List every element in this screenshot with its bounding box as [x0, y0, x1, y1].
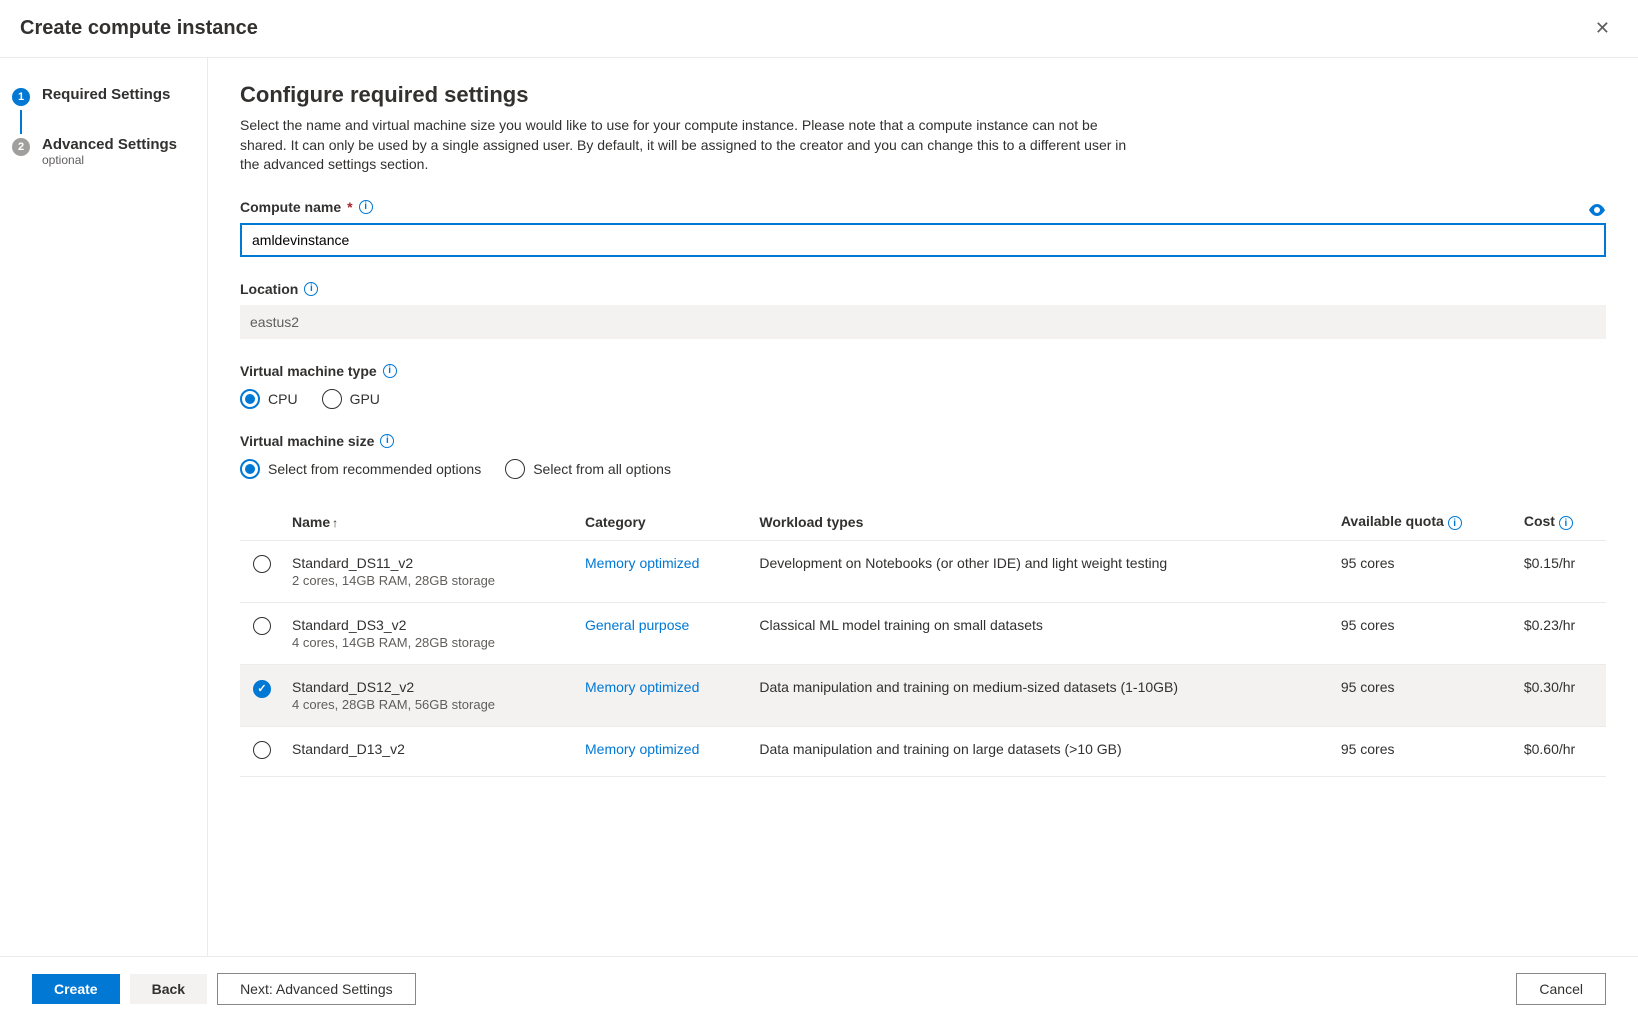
col-name[interactable]: Name↑: [284, 503, 577, 541]
cost-text: $0.30/hr: [1516, 665, 1606, 727]
vm-specs: 2 cores, 14GB RAM, 28GB storage: [292, 573, 569, 588]
workload-text: Data manipulation and training on large …: [751, 727, 1332, 777]
info-icon[interactable]: i: [304, 282, 318, 296]
dialog-header: Create compute instance ✕: [0, 0, 1638, 58]
location-input: [240, 305, 1606, 339]
required-asterisk: *: [347, 199, 352, 215]
info-icon[interactable]: i: [1448, 516, 1462, 530]
vm-size-recommended-radio[interactable]: Select from recommended options: [240, 459, 481, 479]
step-badge-2: 2: [12, 138, 30, 156]
wizard-sidebar: 1 Required Settings 2 Advanced Settings …: [0, 58, 208, 956]
step-label-2: Advanced Settings: [42, 136, 177, 153]
compute-name-input[interactable]: [240, 223, 1606, 257]
quota-text: 95 cores: [1333, 603, 1516, 665]
table-row[interactable]: Standard_D13_v2 Memory optimized Data mani…: [240, 727, 1606, 777]
cancel-button[interactable]: Cancel: [1516, 973, 1606, 1005]
back-button[interactable]: Back: [130, 974, 207, 1004]
vm-specs: 4 cores, 28GB RAM, 56GB storage: [292, 697, 569, 712]
vm-name: Standard_DS11_v2: [292, 555, 569, 571]
vm-size-all-radio[interactable]: Select from all options: [505, 459, 671, 479]
dialog-body: 1 Required Settings 2 Advanced Settings …: [0, 58, 1638, 956]
cost-text: $0.60/hr: [1516, 727, 1606, 777]
quota-text: 95 cores: [1333, 541, 1516, 603]
vm-type-gpu-label: GPU: [350, 391, 380, 407]
cost-text: $0.15/hr: [1516, 541, 1606, 603]
vm-type-cpu-label: CPU: [268, 391, 298, 407]
radio-unselected-icon: [322, 389, 342, 409]
step-badge-1: 1: [12, 88, 30, 106]
compute-name-field: Compute name * i: [240, 199, 1606, 257]
info-icon[interactable]: i: [359, 200, 373, 214]
vm-size-rec-label: Select from recommended options: [268, 461, 481, 477]
vm-name: Standard_D13_v2: [292, 741, 569, 757]
radio-selected-icon: [240, 389, 260, 409]
table-row[interactable]: Standard_DS11_v2 2 cores, 14GB RAM, 28GB …: [240, 541, 1606, 603]
content-panel: Configure required settings Select the n…: [208, 58, 1638, 956]
step-required-settings[interactable]: 1 Required Settings: [0, 86, 207, 106]
vm-type-cpu-radio[interactable]: CPU: [240, 389, 298, 409]
radio-unselected-icon: [505, 459, 525, 479]
workload-text: Data manipulation and training on medium…: [751, 665, 1332, 727]
row-radio[interactable]: [253, 617, 271, 635]
sort-asc-icon: ↑: [332, 516, 338, 530]
close-button[interactable]: ✕: [1587, 14, 1618, 43]
row-radio[interactable]: ✓: [253, 680, 271, 698]
category-link[interactable]: Memory optimized: [585, 679, 699, 695]
info-icon[interactable]: i: [1559, 516, 1573, 530]
vm-size-field: Virtual machine size i Select from recom…: [240, 433, 1606, 479]
cost-text: $0.23/hr: [1516, 603, 1606, 665]
page-heading: Configure required settings: [240, 82, 1606, 108]
vm-name: Standard_DS3_v2: [292, 617, 569, 633]
quota-text: 95 cores: [1333, 665, 1516, 727]
vm-type-gpu-radio[interactable]: GPU: [322, 389, 380, 409]
vm-size-table: Name↑ Category Workload types Available …: [240, 503, 1606, 778]
close-icon: ✕: [1595, 18, 1610, 38]
category-link[interactable]: Memory optimized: [585, 741, 699, 757]
next-button[interactable]: Next: Advanced Settings: [217, 973, 416, 1005]
step-sub-2: optional: [42, 153, 177, 167]
col-select: [240, 503, 284, 541]
info-icon[interactable]: i: [383, 364, 397, 378]
row-radio[interactable]: [253, 555, 271, 573]
table-row[interactable]: ✓ Standard_DS12_v2 4 cores, 28GB RAM, 56GB…: [240, 665, 1606, 727]
vm-specs: 4 cores, 14GB RAM, 28GB storage: [292, 635, 569, 650]
page-description: Select the name and virtual machine size…: [240, 116, 1140, 175]
dialog-footer: Create Back Next: Advanced Settings Canc…: [0, 956, 1638, 1021]
row-radio[interactable]: [253, 741, 271, 759]
check-icon: ✓: [257, 682, 266, 695]
workload-text: Classical ML model training on small dat…: [751, 603, 1332, 665]
table-row[interactable]: Standard_DS3_v2 4 cores, 14GB RAM, 28GB s…: [240, 603, 1606, 665]
location-label: Location i: [240, 281, 1606, 297]
vm-type-label: Virtual machine type i: [240, 363, 1606, 379]
radio-selected-icon: [240, 459, 260, 479]
quota-text: 95 cores: [1333, 727, 1516, 777]
category-link[interactable]: General purpose: [585, 617, 689, 633]
compute-name-label: Compute name * i: [240, 199, 373, 215]
col-cost[interactable]: Cost i: [1516, 503, 1606, 541]
vm-size-label: Virtual machine size i: [240, 433, 1606, 449]
category-link[interactable]: Memory optimized: [585, 555, 699, 571]
preview-icon[interactable]: [1588, 203, 1606, 219]
vm-name: Standard_DS12_v2: [292, 679, 569, 695]
workload-text: Development on Notebooks (or other IDE) …: [751, 541, 1332, 603]
location-field: Location i: [240, 281, 1606, 339]
vm-size-all-label: Select from all options: [533, 461, 671, 477]
col-quota[interactable]: Available quota i: [1333, 503, 1516, 541]
step-connector: [20, 110, 22, 134]
dialog-title: Create compute instance: [20, 17, 258, 40]
create-button[interactable]: Create: [32, 974, 120, 1004]
step-advanced-settings[interactable]: 2 Advanced Settings optional: [0, 136, 207, 167]
vm-type-field: Virtual machine type i CPU GPU: [240, 363, 1606, 409]
step-label-1: Required Settings: [42, 86, 170, 103]
col-category[interactable]: Category: [577, 503, 751, 541]
info-icon[interactable]: i: [380, 434, 394, 448]
col-workload[interactable]: Workload types: [751, 503, 1332, 541]
